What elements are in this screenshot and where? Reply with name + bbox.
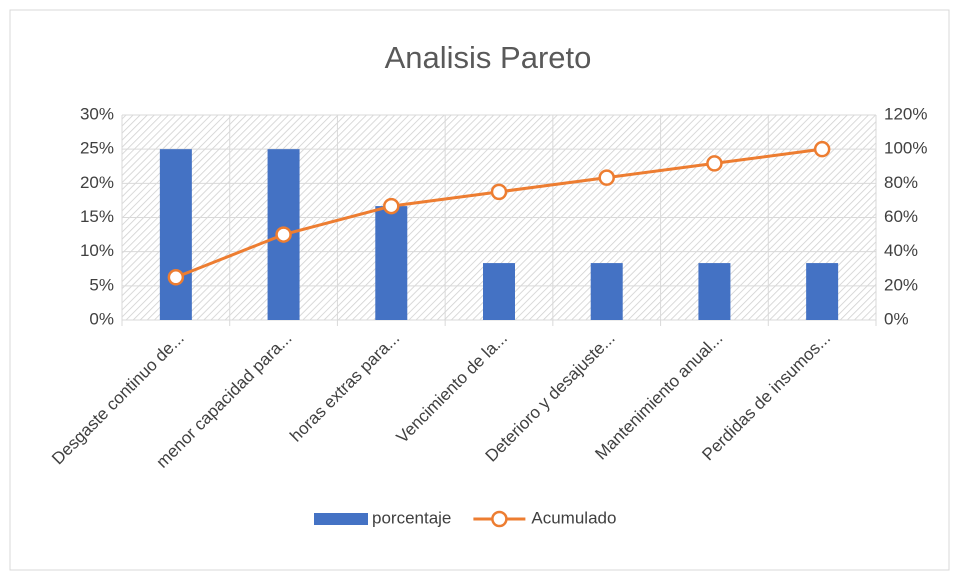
line-marker bbox=[490, 183, 508, 201]
y2-tick-label: 40% bbox=[884, 241, 918, 260]
line-marker bbox=[275, 226, 292, 243]
y2-tick-label: 0% bbox=[884, 309, 909, 328]
y2-tick-label: 120% bbox=[884, 104, 927, 123]
bar bbox=[375, 206, 408, 320]
y2-tick-label: 100% bbox=[884, 139, 927, 158]
y2-tick-label: 60% bbox=[884, 207, 918, 226]
y-tick-label: 30% bbox=[80, 104, 114, 123]
legend-label: Acumulado bbox=[531, 508, 616, 527]
y-tick-label: 20% bbox=[80, 173, 114, 192]
y-tick-label: 25% bbox=[80, 139, 114, 158]
y-tick-label: 5% bbox=[89, 275, 114, 294]
y2-tick-label: 20% bbox=[884, 275, 918, 294]
line-marker bbox=[813, 140, 831, 158]
y-tick-label: 15% bbox=[80, 207, 114, 226]
legend-swatch bbox=[314, 513, 368, 525]
bar bbox=[483, 263, 515, 320]
bar bbox=[590, 263, 623, 320]
line-marker bbox=[167, 269, 185, 286]
line-marker bbox=[706, 155, 723, 172]
legend-marker bbox=[491, 510, 508, 528]
y2-tick-label: 80% bbox=[884, 173, 918, 192]
bar bbox=[806, 263, 839, 320]
chart-title: Analisis Pareto bbox=[385, 40, 592, 75]
bar bbox=[159, 149, 192, 320]
bar bbox=[698, 263, 731, 320]
y-tick-label: 10% bbox=[80, 241, 114, 260]
y-tick-label: 0% bbox=[89, 309, 114, 328]
legend-label: porcentaje bbox=[372, 508, 451, 527]
line-marker bbox=[383, 197, 400, 215]
line-marker bbox=[598, 169, 615, 186]
